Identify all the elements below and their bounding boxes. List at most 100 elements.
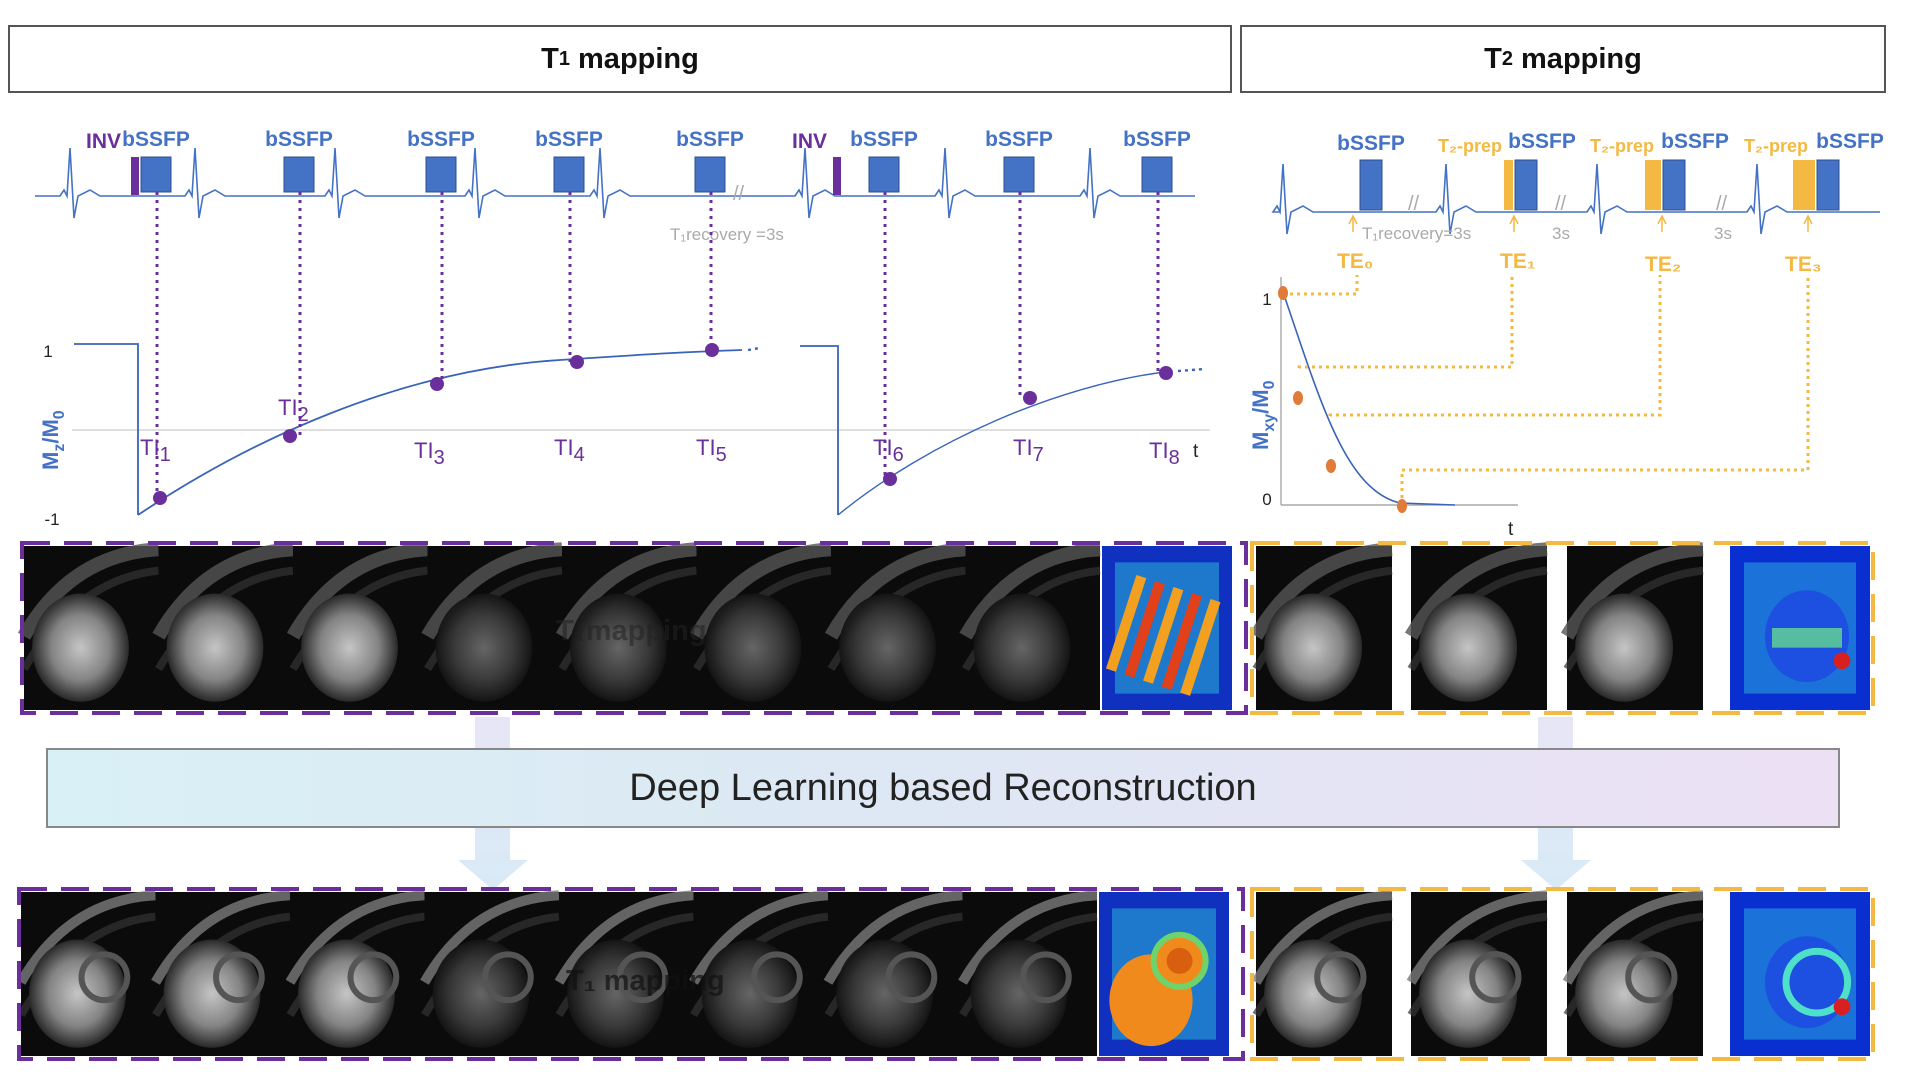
t2-bssfp-block-1: [1514, 159, 1538, 211]
t1-bssfp-label-8: bSSFP: [1123, 128, 1191, 151]
t1-bssfp-block-7: [1003, 156, 1035, 193]
t2-reconstructed-dashed-border: [1250, 887, 1875, 1061]
t2-prep-label-3: T₂-prep: [1744, 136, 1808, 156]
t1-recovery-dots-2: [1177, 367, 1206, 373]
t1-sample-point-5: [705, 343, 719, 357]
t2-header-suffix: mapping: [1512, 42, 1642, 75]
t2-bssfp-label-0: bSSFP: [1337, 132, 1405, 155]
t2-te-arrowhead-0: [1348, 214, 1358, 225]
t1-gap-mark: //: [733, 183, 745, 205]
t1-bssfp-label-4: bSSFP: [535, 128, 603, 151]
t1-undersampled-frame-4: [421, 542, 563, 710]
t1-header-suffix: mapping: [569, 42, 699, 75]
t1-reconstructed-frame-2: [151, 890, 291, 1056]
t2-te-arrowhead-2: [1657, 214, 1667, 225]
reconstruction-banner: Deep Learning based Reconstruction: [46, 748, 1840, 828]
t1-ti-label-1: TI1: [140, 435, 171, 466]
t2-connector-3: [1400, 275, 1810, 505]
t1-overlay-label-top: T₁mapping: [556, 615, 707, 647]
t1-bssfp-label-7: bSSFP: [985, 128, 1053, 151]
t2-gap-mark-2: //: [1555, 193, 1567, 215]
t1-undersampled-frame-2: [152, 542, 294, 710]
t2-te-arrowhead-1: [1509, 214, 1519, 225]
t1-inv-pulse-1: [131, 157, 139, 195]
t1-sample-point-2: [283, 429, 297, 443]
t1-reconstructed-frame-3: [285, 890, 425, 1056]
t1-ti-label-4: TI4: [554, 435, 585, 466]
t1-reconstructed-frame-5: [554, 890, 694, 1056]
t1-reconstructed-t1-map: [1099, 892, 1229, 1056]
t1-sample-point-1: [153, 491, 167, 505]
t2-prep-block-3: [1793, 160, 1815, 210]
t2-prep-block-1: [1504, 160, 1513, 210]
t1-undersampled-frame-8: [959, 542, 1101, 710]
t2-undersampled-frame-1: [1249, 542, 1393, 710]
t2-sequence-diagram: // // // bSSFP bSSFP bSSFP bSSFP T₂-prep T₂-prep…: [1271, 130, 1884, 276]
t1-undersampled-frame-7: [824, 542, 966, 710]
t1-ti-label-7: TI7: [1013, 435, 1044, 466]
t1-reconstructed-frame-1: [16, 890, 156, 1056]
reconstruction-label: Deep Learning based Reconstruction: [629, 766, 1257, 809]
t1-recovery-label: T₁recovery =3s: [670, 225, 784, 244]
t2-reconstructed-frame-3: [1562, 890, 1704, 1056]
t1-reconstructed-frame-6: [689, 890, 829, 1056]
t1-header-sub: 1: [558, 47, 570, 70]
t1-ti-label-5: TI5: [696, 435, 727, 466]
t2-te-label-0: TE₀: [1337, 250, 1373, 273]
t2-bssfp-label-2: bSSFP: [1661, 130, 1729, 153]
t2-te-label-1: TE₁: [1500, 250, 1536, 273]
t2-gap-label-1: 3s: [1552, 224, 1570, 243]
t1-bssfp-block-4: [553, 156, 585, 193]
t1-inv-label-2: INV: [792, 130, 827, 153]
t2-undersampled-frame-2: [1404, 542, 1548, 710]
t1-ytick-1: 1: [43, 342, 52, 361]
t2-reconstructed-frame-1: [1251, 890, 1393, 1056]
t2-xlabel: t: [1508, 519, 1514, 540]
t1-undersampled-dashed-border: [20, 541, 1248, 715]
t1-ti-label-8: TI8: [1149, 438, 1180, 469]
t1-undersampled-frame-6: [690, 542, 832, 710]
t2-bssfp-block-3: [1816, 159, 1840, 211]
t2-reconstructed-t2-map: [1730, 892, 1870, 1056]
t2-ytick-0: 0: [1262, 490, 1271, 509]
t1-undersampled-frame-5: [555, 542, 697, 710]
t1-overlay-label-bottom: T₁ mapping: [566, 965, 725, 997]
t1-recovery-curve-2: [837, 371, 1166, 516]
t1-bssfp-block-2: [283, 156, 315, 193]
t2-connector-1: [1297, 275, 1514, 369]
t1-undersampled-frame-3: [286, 542, 428, 710]
t1-bssfp-block-5: [694, 156, 726, 193]
t2-reconstructed-frame-2: [1406, 890, 1548, 1056]
t2-bssfp-label-1: bSSFP: [1508, 130, 1576, 153]
t1-header-prefix: T: [541, 42, 559, 75]
t2-prep-label-2: T₂-prep: [1590, 136, 1654, 156]
t1-recovery-curve-1: [137, 349, 743, 516]
t1-bssfp-label-5: bSSFP: [676, 128, 744, 151]
t1-ti-label-3: TI3: [414, 438, 445, 469]
t1-ti-label-6: TI6: [873, 435, 904, 466]
t2-undersampled-frame-3: [1560, 542, 1704, 710]
t2-prep-block-2: [1645, 160, 1661, 210]
t1-sample-point-7: [1023, 391, 1037, 405]
t1-recovery-plot: 1 -1 Mz/M0 t TI1 TI2 TI3 TI4 TI5 TI6 TI7 TI8: [38, 192, 1210, 529]
t1-bssfp-label-2: bSSFP: [265, 128, 333, 151]
t1-inversion-step-1: [74, 343, 139, 515]
t1-xlabel: t: [1193, 441, 1199, 462]
t1-ecg-trace: [35, 147, 1195, 219]
t1-undersampled-t1-map: [1102, 546, 1232, 710]
t2-ytick-1: 1: [1262, 290, 1271, 309]
t1-reconstructed-dashed-border: [17, 887, 1245, 1061]
t2-sample-point-2: [1326, 459, 1336, 473]
t1-undersampled-frame-1: [17, 542, 159, 710]
t1-sample-point-8: [1159, 366, 1173, 380]
t1-inv-label-1: INV: [86, 130, 121, 153]
t1-bssfp-label-3: bSSFP: [407, 128, 475, 151]
t2-bssfp-label-3: bSSFP: [1816, 130, 1884, 153]
t2-ecg-trace: [1271, 163, 1880, 235]
t1-inversion-step-2: [800, 345, 839, 515]
t1-ylabel: Mz/M0: [38, 410, 68, 470]
t2-header-sub: 2: [1501, 47, 1513, 70]
